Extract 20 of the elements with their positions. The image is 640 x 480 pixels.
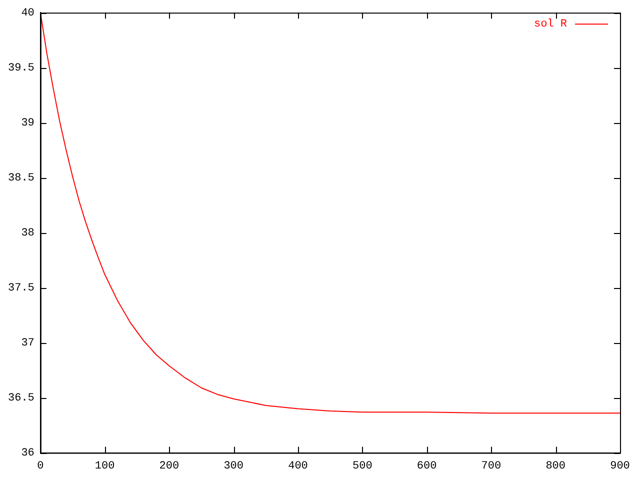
y-tick-label: 37.5 [8,282,34,295]
x-tick-label: 700 [481,460,502,472]
x-tick-label: 300 [224,460,244,472]
x-tick-label: 500 [352,460,372,472]
y-tick-label: 38 [21,228,34,240]
y-tick-label: 37 [21,338,34,350]
y-tick-label: 39.5 [8,62,34,75]
y-tick-label: 39 [21,118,34,130]
x-tick-label: 900 [610,460,630,472]
y-tick-label: 40 [21,8,34,20]
y-tick-label: 36.5 [8,392,34,405]
x-tick-label: 100 [94,460,115,472]
x-tick-label: 200 [159,460,180,472]
x-tick-label: 600 [416,460,437,472]
y-tick-label: 36 [21,448,34,460]
y-tick-label: 38.5 [8,172,34,185]
x-tick-label: 800 [546,460,566,472]
x-tick-label: 400 [288,460,308,472]
x-tick-label: 0 [37,460,44,472]
legend-label: sol R [534,18,568,31]
